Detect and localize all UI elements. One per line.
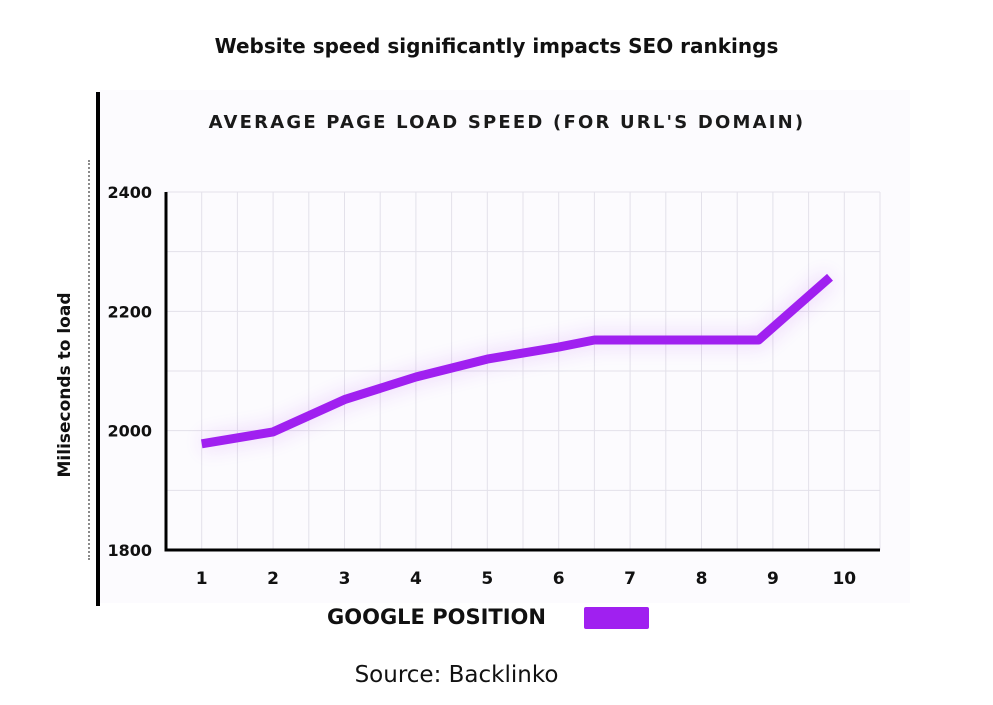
panel-left-rule bbox=[96, 92, 100, 606]
y-tick-label: 2400 bbox=[107, 183, 152, 202]
chart-panel bbox=[99, 90, 910, 603]
y-tick-label: 2000 bbox=[107, 422, 152, 441]
series-line bbox=[200, 273, 833, 449]
y-tick-label: 1800 bbox=[107, 541, 152, 560]
x-tick-labels: 1 2 3 4 5 6 7 8 9 10 bbox=[196, 569, 857, 589]
x-tick-label: 5 bbox=[481, 569, 493, 589]
x-tick-label: 2 bbox=[267, 569, 279, 589]
x-tick-label: 6 bbox=[553, 569, 565, 589]
legend-swatch bbox=[584, 607, 649, 629]
y-tick-labels: 1800 2000 2200 2400 bbox=[107, 183, 152, 560]
x-tick-label: 1 bbox=[196, 569, 208, 589]
x-tick-label: 8 bbox=[696, 569, 708, 589]
page-title: Website speed significantly impacts SEO … bbox=[214, 34, 779, 58]
x-tick-label: 3 bbox=[339, 569, 351, 589]
dotted-rule bbox=[88, 160, 90, 560]
series-layer bbox=[200, 270, 836, 453]
chart-title: AVERAGE PAGE LOAD SPEED (FOR URL'S DOMAI… bbox=[209, 112, 806, 133]
y-axis-label: Miliseconds to load bbox=[55, 293, 75, 478]
x-tick-label: 9 bbox=[767, 569, 779, 589]
x-tick-label: 7 bbox=[624, 569, 636, 589]
gridlines bbox=[166, 191, 881, 550]
x-axis-label: GOOGLE POSITION bbox=[327, 605, 546, 629]
x-tick-label: 10 bbox=[832, 569, 856, 589]
y-tick-label: 2200 bbox=[107, 302, 152, 321]
axes bbox=[164, 192, 880, 552]
x-tick-label: 4 bbox=[410, 569, 422, 589]
source-note: Source: Backlinko bbox=[354, 662, 559, 688]
